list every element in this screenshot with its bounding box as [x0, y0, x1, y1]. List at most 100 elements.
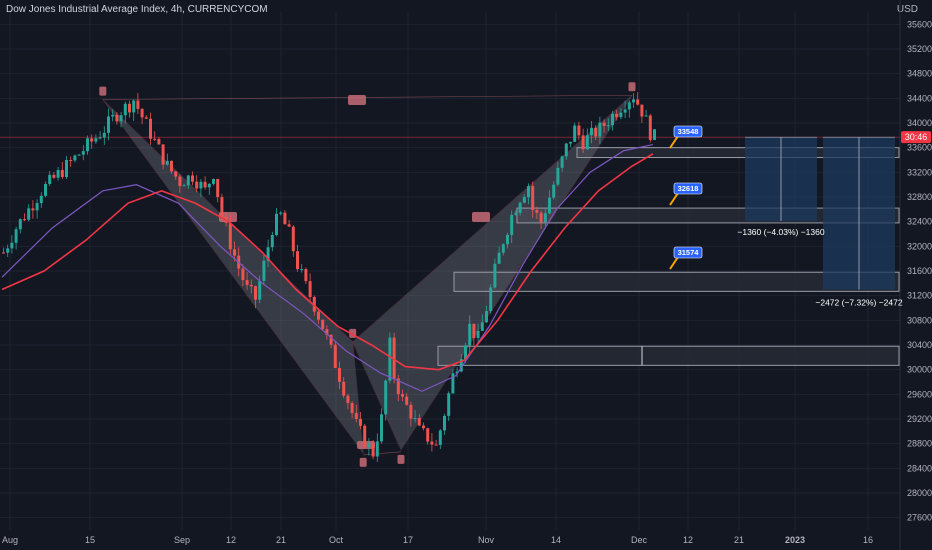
pattern-xd-line — [102, 94, 633, 100]
candle-body — [69, 160, 73, 162]
y-tick-label: 33600 — [907, 143, 932, 153]
candle-body — [249, 284, 253, 287]
candle-body — [648, 115, 652, 140]
candle-body — [518, 202, 522, 213]
y-tick-label: 34800 — [907, 69, 932, 79]
candle-body — [539, 212, 543, 223]
candle-body — [527, 186, 530, 198]
candle-body — [556, 167, 560, 185]
y-axis: 27600 28000 28400 28800 29200 29600 30000 30400… — [901, 19, 932, 523]
x-axis: Aug 15 Sep 12 21 Oct 17 Nov 14 Dec 12 21 2023 16 — [2, 535, 873, 545]
pattern-point-marker — [99, 86, 107, 96]
candle-body — [77, 154, 81, 156]
pattern-point-marker — [628, 82, 636, 92]
pattern-leg-bcd — [352, 94, 633, 451]
x-tick-label: 21 — [734, 535, 744, 545]
candle-body — [371, 443, 375, 457]
candle-body — [308, 281, 312, 297]
tag-pointer — [669, 135, 679, 149]
candle-body — [186, 175, 190, 186]
candle-body — [153, 138, 157, 140]
y-tick-label: 30000 — [907, 365, 932, 375]
x-tick-label: 14 — [551, 535, 561, 545]
y-tick-label: 33200 — [907, 167, 932, 177]
x-tick-label: 2023 — [785, 535, 805, 545]
candle-body — [405, 396, 409, 405]
candle-body — [627, 102, 631, 110]
candle-body — [501, 244, 505, 253]
x-tick-label: Nov — [478, 535, 495, 545]
x-tick-label: Dec — [631, 535, 648, 545]
candle-body — [10, 242, 14, 249]
candle-body — [417, 418, 421, 426]
candle-body — [392, 337, 396, 379]
projection-label-1: −1360 (−4.03%) −1360 — [737, 227, 824, 237]
candle-body — [195, 181, 199, 189]
candle-body — [207, 183, 211, 188]
moving-averages — [1, 143, 654, 392]
candle-body — [653, 129, 656, 140]
candle-body — [157, 138, 161, 145]
candle-body — [577, 125, 581, 136]
candle-body — [216, 179, 220, 198]
candle-body — [35, 203, 39, 211]
x-tick-label: Aug — [2, 535, 18, 545]
candle-body — [342, 381, 346, 396]
tag-pointer — [669, 192, 679, 206]
candle-body — [510, 214, 514, 235]
candle-body — [447, 393, 451, 416]
candle-body — [73, 155, 77, 161]
current-price-badge — [901, 131, 931, 144]
candle-body — [48, 174, 52, 184]
candle-body — [548, 197, 551, 214]
candle-body — [476, 330, 480, 339]
y-tick-label: 32000 — [907, 241, 932, 251]
pattern-ac-line — [363, 451, 402, 456]
ma-slow-line — [1, 153, 654, 371]
candle-body — [270, 235, 274, 248]
candle-body — [279, 212, 283, 214]
candle-body — [98, 137, 102, 139]
supply-demand-zone — [437, 345, 900, 366]
x-tick-label: 17 — [403, 535, 413, 545]
level-tag-label: 33548 — [678, 127, 699, 136]
candle-body — [636, 99, 640, 105]
x-tick-label: 15 — [85, 535, 95, 545]
y-tick-label: 28800 — [907, 439, 932, 449]
candle-body — [140, 108, 144, 118]
y-tick-label: 29200 — [907, 414, 932, 424]
candle-body — [422, 425, 425, 429]
candle-body — [161, 144, 165, 165]
pattern-ratio-marker — [472, 212, 490, 222]
candle-body — [615, 113, 619, 118]
candle-body — [14, 229, 18, 243]
candle-body — [531, 186, 535, 210]
candle-body — [254, 286, 257, 300]
candle-body — [329, 334, 333, 345]
candle-body — [480, 322, 484, 331]
candle-body — [2, 252, 5, 254]
x-tick-label: 12 — [226, 535, 236, 545]
candle-body — [65, 160, 68, 178]
candle-body — [384, 380, 388, 415]
candle-body — [262, 260, 266, 281]
candle-body — [149, 118, 152, 139]
x-tick-label: Sep — [174, 535, 190, 545]
ma-fast-line — [1, 143, 654, 392]
candle-body — [430, 441, 434, 445]
candle-body — [594, 127, 598, 137]
candle-body — [388, 337, 392, 381]
candle-body — [178, 176, 182, 186]
candle-body — [522, 197, 526, 203]
candle-body — [640, 104, 644, 117]
candle-body — [346, 395, 350, 403]
candle-body — [497, 252, 501, 264]
candle-body — [52, 174, 56, 178]
pattern-point-marker — [397, 454, 405, 464]
candle-body — [241, 268, 245, 281]
zones: −1360 (−4.03%) −1360 −2472 (−7.32%) −2472 — [437, 136, 903, 366]
candle-body — [350, 402, 354, 413]
candle-body — [275, 213, 278, 236]
candle-body — [115, 114, 119, 122]
